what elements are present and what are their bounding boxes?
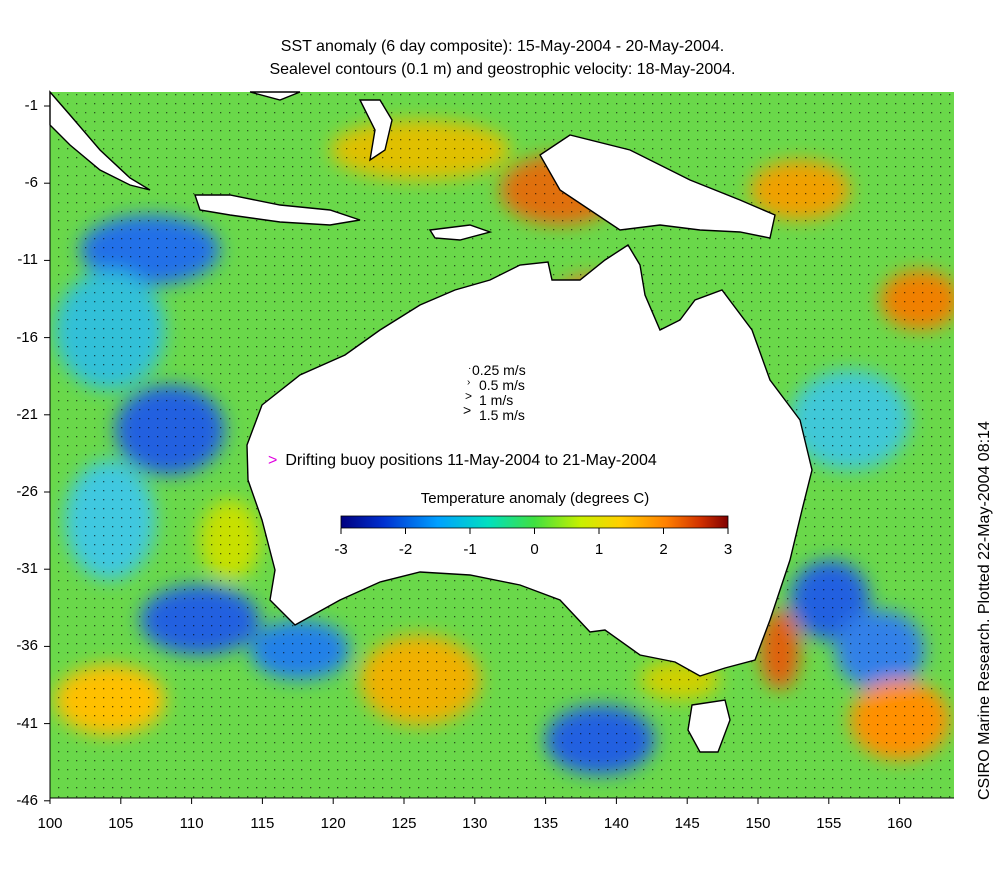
- y-tick-label: -16: [16, 328, 38, 346]
- x-tick-label: 160: [887, 815, 913, 832]
- colorbar-tick-label: -1: [463, 541, 477, 558]
- credit-text: CSIRO Marine Research. Plotted 22-May-20…: [976, 421, 993, 800]
- x-tick-label: 100: [37, 815, 63, 832]
- velocity-legend-arrows: · › > >: [463, 363, 472, 418]
- x-tick-label: 105: [108, 815, 134, 832]
- y-tick-label: -1: [24, 97, 38, 114]
- new-guinea-island: [539, 134, 776, 239]
- y-tick-label: -26: [16, 483, 38, 500]
- java-island: [194, 194, 361, 226]
- borneo-island: [249, 91, 301, 101]
- velocity-legend-item: 1 m/s: [479, 392, 514, 408]
- x-tick-label: 110: [179, 815, 204, 832]
- sumatra-island: [49, 90, 151, 191]
- x-tick-label: 115: [250, 815, 275, 832]
- y-tick-label: -46: [16, 791, 38, 809]
- buoy-marker-icon: >: [268, 452, 278, 469]
- plot-frame: [49, 92, 954, 799]
- x-tick-label: 125: [391, 815, 417, 832]
- colorbar-ticks: [340, 528, 729, 534]
- x-tick-label: 135: [533, 815, 559, 832]
- y-tick-label: -36: [16, 637, 38, 655]
- tasmania-island: [687, 699, 731, 753]
- x-tick-label: 140: [603, 815, 629, 832]
- land-masses: [49, 90, 813, 753]
- buoy-legend: > Drifting buoy positions 11-May-2004 to …: [268, 452, 657, 470]
- svg-text:>: >: [465, 389, 472, 403]
- y-tick-label: -41: [16, 714, 38, 732]
- x-tick-label: 130: [462, 815, 488, 832]
- colorbar-tick-label: 3: [723, 541, 733, 558]
- australia-landmass: [246, 244, 813, 677]
- timor-island: [428, 224, 493, 241]
- x-tick-label: 145: [674, 815, 700, 832]
- svg-text:>: >: [463, 402, 471, 418]
- y-tick-label: -31: [16, 560, 38, 578]
- x-tick-label: 155: [816, 815, 842, 832]
- velocity-legend-item: 1.5 m/s: [479, 407, 525, 423]
- velocity-legend-item: 0.5 m/s: [479, 377, 525, 393]
- colorbar-tick-label: 0: [530, 541, 539, 558]
- colorbar-tick-label: 2: [659, 541, 668, 558]
- velocity-legend-item: 0.25 m/s: [472, 362, 526, 378]
- y-tick-label: -6: [24, 174, 38, 192]
- colorbar-tick-label: -3: [334, 541, 348, 558]
- colorbar-tick-label: 1: [594, 541, 604, 558]
- y-tick-label: -11: [17, 251, 38, 269]
- map-title-line1: SST anomaly (6 day composite): 15-May-20…: [280, 38, 725, 55]
- buoy-legend-text: Drifting buoy positions 11-May-2004 to 2…: [285, 452, 657, 469]
- x-tick-label: 120: [320, 815, 346, 832]
- sulawesi-island: [358, 99, 393, 162]
- colorbar-title: Temperature anomaly (degrees C): [420, 490, 650, 507]
- x-tick-label: 150: [745, 815, 771, 832]
- svg-text:·: ·: [468, 363, 471, 374]
- x-tick-marks: [49, 798, 901, 804]
- colorbar-tick-label: -2: [398, 541, 413, 558]
- map-title-line2: Sealevel contours (0.1 m) and geostrophi…: [269, 61, 736, 78]
- colorbar: [340, 515, 729, 529]
- svg-text:›: ›: [467, 377, 470, 388]
- y-tick-marks: [44, 105, 50, 802]
- y-tick-label: -21: [16, 405, 38, 423]
